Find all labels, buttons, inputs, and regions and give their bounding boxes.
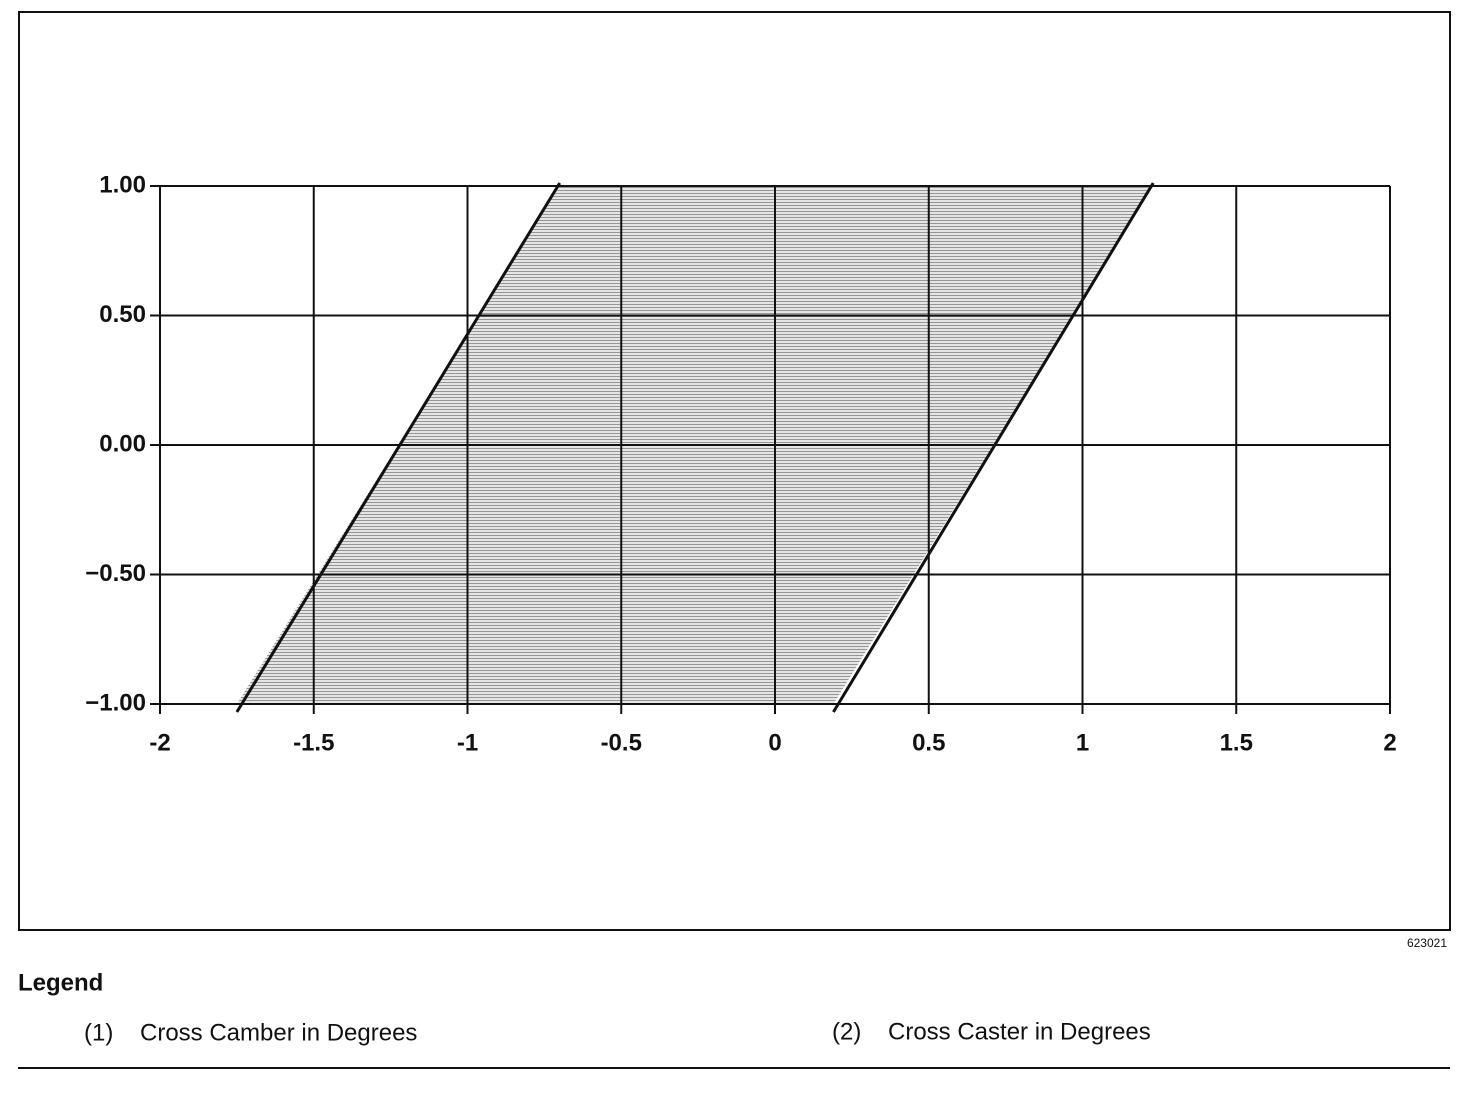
- plot-area: -2 -1.5 -1 -0.5 0 0.5 1 1.5 2 −1.00 −0.50 0.00 0.50 1…: [85, 171, 1396, 756]
- x-tick-label: 2: [1383, 729, 1396, 756]
- x-tick-label: 1: [1076, 729, 1089, 756]
- region-edge: [235, 182, 562, 713]
- legend-text: Cross Camber in Degrees: [140, 1019, 417, 1046]
- frame: [18, 11, 1451, 931]
- y-tick-label: 1.00: [99, 171, 146, 198]
- x-tick-label: 0: [768, 729, 781, 756]
- y-tick-label: 0.50: [99, 301, 146, 328]
- x-tick-label: 1.5: [1220, 729, 1253, 756]
- x-tick-label: -1: [457, 729, 478, 756]
- legend-number: (2): [832, 1018, 861, 1045]
- y-tick-label: 0.00: [99, 430, 146, 457]
- legend-title: Legend: [18, 969, 103, 996]
- x-tick-label: -1.5: [293, 729, 334, 756]
- legend-number: (1): [84, 1019, 113, 1046]
- legend-text: Cross Caster in Degrees: [888, 1018, 1151, 1045]
- x-tick-label: 0.5: [912, 729, 945, 756]
- x-tick-label: -2: [149, 729, 170, 756]
- region-edge: [832, 182, 1155, 713]
- figure-id: 623021: [1407, 936, 1447, 950]
- y-tick-label: −1.00: [85, 689, 146, 716]
- y-tick-label: −0.50: [85, 560, 146, 587]
- x-tick-label: -0.5: [601, 729, 642, 756]
